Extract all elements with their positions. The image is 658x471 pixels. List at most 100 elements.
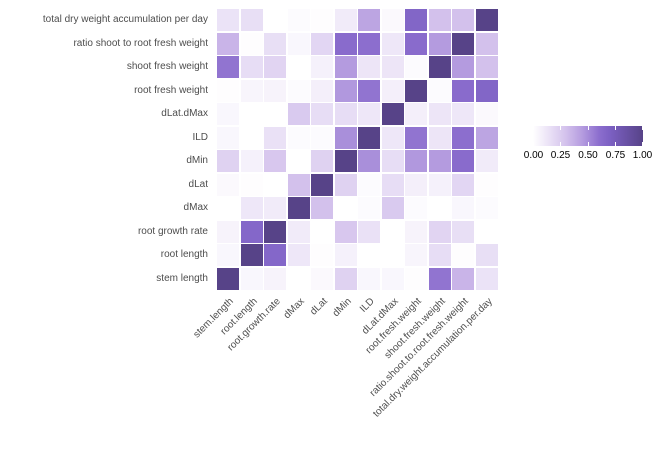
heatmap-cell xyxy=(358,173,380,196)
heatmap-cell xyxy=(334,56,357,78)
y-axis-label: dLat.dMax xyxy=(161,108,208,119)
heatmap-cell xyxy=(311,150,333,172)
heatmap-cell xyxy=(264,79,286,102)
heatmap-cell xyxy=(428,197,451,219)
y-axis-label: root growth rate xyxy=(137,225,208,237)
heatmap-cell xyxy=(311,32,333,55)
heatmap-cell xyxy=(428,150,451,172)
heatmap-cell xyxy=(452,150,474,172)
heatmap-cell xyxy=(240,56,263,78)
heatmap-cell xyxy=(240,9,263,31)
heatmap-cell xyxy=(264,103,286,125)
heatmap-cell xyxy=(311,173,333,196)
heatmap-cell xyxy=(475,103,498,125)
heatmap-cell xyxy=(311,79,333,102)
heatmap-cell xyxy=(334,220,357,243)
heatmap-cell xyxy=(428,244,451,266)
heatmap-cell xyxy=(358,197,380,219)
heatmap-cell xyxy=(334,173,357,196)
heatmap-cell xyxy=(428,9,451,31)
heatmap-cell xyxy=(475,267,498,290)
heatmap-cell xyxy=(311,126,333,149)
heatmap-cell xyxy=(264,150,286,172)
heatmap-cell xyxy=(287,56,310,78)
heatmap-cell xyxy=(452,173,474,196)
heatmap-cell xyxy=(381,244,404,266)
heatmap-cell xyxy=(475,32,498,55)
heatmap-cell xyxy=(240,79,263,102)
heatmap-cell xyxy=(217,267,239,290)
heatmap-cell xyxy=(311,220,333,243)
y-axis-label: dLat xyxy=(188,178,208,190)
heatmap-cell xyxy=(264,126,286,149)
legend-tick-mark xyxy=(560,126,561,130)
y-axis-labels: total dry weight accumulation per day rat… xyxy=(0,0,212,300)
legend-tick-mark xyxy=(642,142,643,146)
heatmap-cell xyxy=(311,197,333,219)
legend-tick-mark xyxy=(533,126,534,130)
heatmap-cell xyxy=(334,126,357,149)
heatmap-cell xyxy=(358,244,380,266)
heatmap-cell xyxy=(311,103,333,125)
y-axis-label: dMin xyxy=(186,155,208,166)
heatmap-cell xyxy=(358,103,380,125)
heatmap-cell xyxy=(217,32,239,55)
heatmap-cell xyxy=(240,32,263,55)
heatmap-cell xyxy=(452,126,474,149)
heatmap-cell xyxy=(217,173,239,196)
heatmap-cell xyxy=(217,9,239,31)
heatmap-cell xyxy=(334,150,357,172)
heatmap-cell xyxy=(264,9,286,31)
y-axis-label: ratio shoot to root fresh weight xyxy=(73,37,208,49)
legend-tick-mark xyxy=(587,126,589,130)
heatmap-cell xyxy=(428,220,451,243)
heatmap-cell xyxy=(287,267,310,290)
heatmap-cell xyxy=(334,197,357,219)
legend-tick-mark xyxy=(615,126,616,130)
heatmap-cell xyxy=(358,220,380,243)
legend-tick-mark xyxy=(560,142,561,146)
heatmap-cell xyxy=(381,267,404,290)
heatmap-cell xyxy=(452,79,474,102)
heatmap-cell xyxy=(217,244,239,266)
y-axis-label: stem length xyxy=(156,272,208,284)
heatmap-cell xyxy=(311,244,333,266)
heatmap-cell xyxy=(287,103,310,125)
heatmap-cell xyxy=(405,197,427,219)
heatmap-cell xyxy=(452,56,474,78)
heatmap-cell xyxy=(240,197,263,219)
heatmap-cell xyxy=(334,267,357,290)
heatmap-cell xyxy=(475,150,498,172)
heatmap-cell xyxy=(287,244,310,266)
heatmap-cell xyxy=(240,244,263,266)
heatmap-cell xyxy=(287,9,310,31)
legend-tick-label: 0.75 xyxy=(605,150,626,161)
heatmap-cell xyxy=(287,79,310,102)
heatmap-cell xyxy=(381,173,404,196)
heatmap-cell xyxy=(475,79,498,102)
heatmap-cell xyxy=(358,32,380,55)
legend-tick-label: 0.00 xyxy=(523,150,544,161)
heatmap-cell xyxy=(475,56,498,78)
heatmap-cell xyxy=(381,103,404,125)
heatmap-cell xyxy=(217,150,239,172)
heatmap-cell xyxy=(311,9,333,31)
heatmap-cell xyxy=(264,197,286,219)
heatmap-cell xyxy=(358,56,380,78)
heatmap-cell xyxy=(264,220,286,243)
y-axis-label: root fresh weight xyxy=(134,84,208,96)
heatmap-cell xyxy=(264,56,286,78)
heatmap-cell xyxy=(287,32,310,55)
heatmap-cell xyxy=(405,79,427,102)
heatmap-cell xyxy=(452,9,474,31)
heatmap-cell xyxy=(217,126,239,149)
heatmap-cell xyxy=(428,32,451,55)
heatmap-cell xyxy=(428,79,451,102)
heatmap-cell xyxy=(381,79,404,102)
heatmap-cell xyxy=(405,32,427,55)
heatmap-cell xyxy=(405,150,427,172)
heatmap-cell xyxy=(405,9,427,31)
heatmap-cell xyxy=(358,267,380,290)
heatmap-cell xyxy=(405,103,427,125)
